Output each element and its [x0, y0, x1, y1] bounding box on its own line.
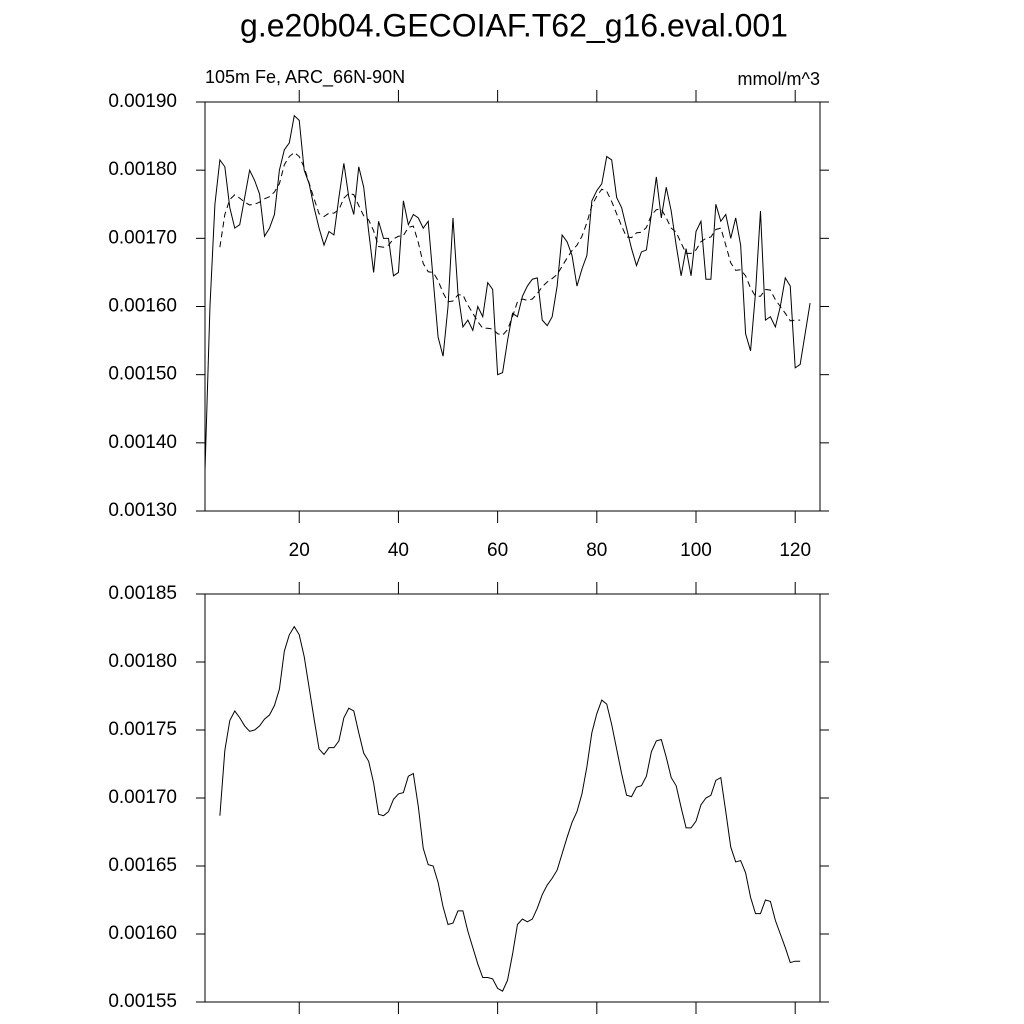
- x-tick-label: 80: [586, 540, 607, 561]
- y-tick-label: 0.00150: [108, 364, 177, 385]
- x-tick-label: 100: [680, 540, 712, 561]
- data-line: [204, 114, 811, 471]
- subtitle-right: mmol/m^3: [738, 69, 820, 89]
- subtitle-left: 105m Fe, ARC_66N-90N: [205, 67, 405, 88]
- y-tick-label: 0.00155: [108, 991, 177, 1012]
- y-tick-label: 0.00170: [108, 227, 177, 248]
- figure-title: g.e20b04.GECOIAF.T62_g16.eval.001: [240, 7, 788, 43]
- y-tick-label: 0.00165: [108, 855, 177, 876]
- x-tick-label: 60: [487, 540, 508, 561]
- data-line: [219, 151, 801, 336]
- plot-frame: [204, 101, 821, 512]
- x-tick-label: 120: [779, 540, 811, 561]
- y-tick-label: 0.00175: [108, 719, 177, 740]
- y-tick-label: 0.00160: [108, 923, 177, 944]
- y-tick-label: 0.00170: [108, 787, 177, 808]
- x-tick-label: 40: [388, 540, 409, 561]
- y-tick-label: 0.00180: [108, 651, 177, 672]
- y-tick-label: 0.00130: [108, 500, 177, 521]
- y-tick-label: 0.00180: [108, 159, 177, 180]
- plot-frame: [204, 593, 821, 1003]
- x-tick-label: 20: [289, 540, 310, 561]
- y-tick-label: 0.00190: [108, 91, 177, 112]
- y-tick-label: 0.00140: [108, 432, 177, 453]
- y-tick-label: 0.00160: [108, 296, 177, 317]
- y-tick-label: 0.00185: [108, 583, 177, 604]
- data-line: [219, 625, 801, 992]
